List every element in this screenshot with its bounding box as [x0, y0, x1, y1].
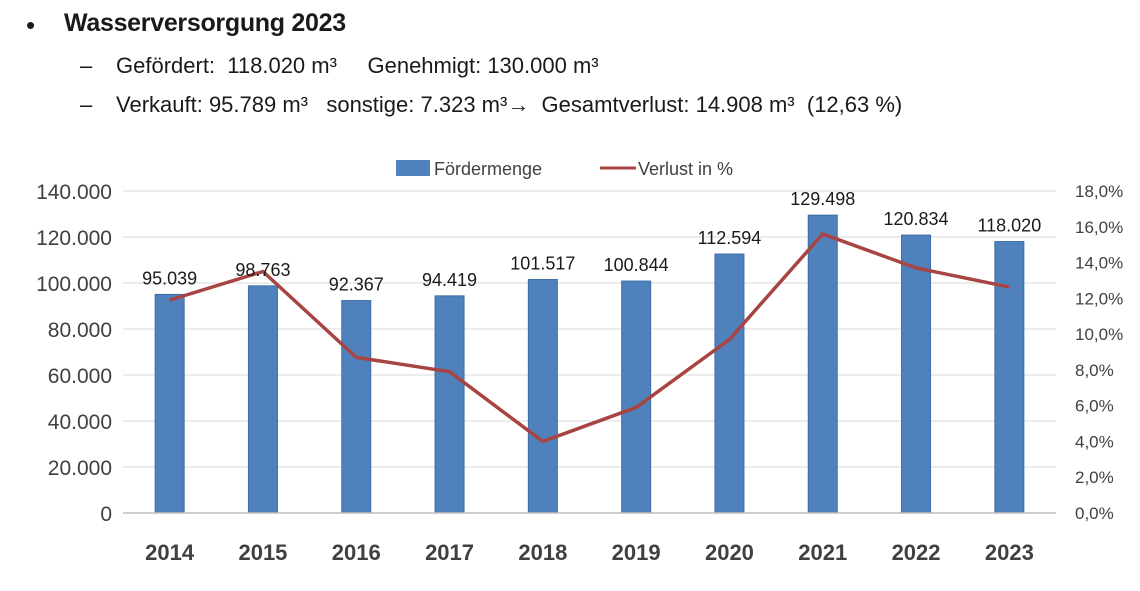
right-axis-tick-label: 8,0% — [1075, 361, 1114, 380]
bar-2022 — [901, 234, 932, 514]
bar-data-label: 94.419 — [422, 270, 477, 290]
category-label: 2017 — [425, 540, 474, 565]
left-axis-tick-label: 140.000 — [36, 181, 112, 204]
right-axis-tick-label: 0,0% — [1075, 504, 1114, 523]
left-axis-tick-label: 40.000 — [48, 411, 112, 434]
left-axis-tick-label: 60.000 — [48, 365, 112, 388]
bullet-point: • — [26, 10, 36, 40]
right-axis-tick-label: 14,0% — [1075, 254, 1123, 273]
category-labels: 2014 2015 2016 2017 2018 2019 2020 2021 2022 2023 — [145, 540, 1034, 565]
category-label: 2022 — [892, 540, 941, 565]
category-label: 2021 — [798, 540, 847, 565]
bar-data-label: 112.594 — [698, 228, 762, 248]
right-axis-tick-label: 4,0% — [1075, 432, 1114, 451]
bar-2016 — [341, 300, 372, 514]
sub-item-dash: – — [80, 53, 93, 78]
legend: Fördermenge Verlust in % — [396, 159, 733, 179]
bar-2018 — [527, 279, 558, 514]
right-axis-tick-label: 16,0% — [1075, 218, 1123, 237]
category-label: 2018 — [518, 540, 567, 565]
bar-data-label: 98.763 — [235, 260, 290, 280]
bar-2021 — [807, 214, 838, 514]
right-axis-tick-label: 12,0% — [1075, 289, 1123, 308]
bar-data-label: 95.039 — [142, 268, 197, 288]
bar-data-label: 100.844 — [604, 255, 669, 275]
loss-line — [169, 232, 1010, 444]
bar-data-label: 129.498 — [790, 189, 855, 209]
legend-label-verlust: Verlust in % — [638, 159, 733, 179]
left-axis-tick-label: 20.000 — [48, 457, 112, 480]
category-label: 2016 — [332, 540, 381, 565]
gridlines — [123, 190, 1056, 468]
sub-item-dash: – — [80, 92, 93, 117]
left-axis-tick-label: 100.000 — [36, 273, 112, 296]
loss-line-series — [169, 232, 1010, 444]
sub-item-sales-loss: Verkauft: 95.789 m³ sonstige: 7.323 m³→ … — [116, 92, 903, 117]
category-label: 2015 — [238, 540, 287, 565]
category-label: 2014 — [145, 540, 195, 565]
bar-2017 — [434, 295, 465, 514]
legend-label-foerdermenge: Fördermenge — [434, 159, 542, 179]
right-axis-tick-label: 6,0% — [1075, 397, 1114, 416]
bar-2019 — [621, 280, 652, 514]
bar-data-label: 101.517 — [510, 254, 575, 274]
left-axis-tick-label: 80.000 — [48, 319, 112, 342]
right-axis-tick-label: 10,0% — [1075, 325, 1123, 344]
legend-swatch-foerdermenge — [396, 160, 430, 176]
right-axis-tick-label: 2,0% — [1075, 468, 1114, 487]
bars — [154, 214, 1025, 514]
bar-2023 — [994, 241, 1025, 514]
bar-2014 — [154, 293, 185, 514]
bar-2015 — [247, 285, 278, 514]
right-axis-ticks: 0,0% 2,0% 4,0% 6,0% 8,0% 10,0% 12,0% 14,0% 16,0%… — [1075, 182, 1123, 523]
slide-heading: Wasserversorgung 2023 — [64, 9, 346, 37]
category-label: 2019 — [612, 540, 661, 565]
left-axis-ticks: 0 20.000 40.000 60.000 80.000 100.000 120.000 1… — [36, 181, 112, 526]
right-axis-tick-label: 18,0% — [1075, 182, 1123, 201]
left-axis-tick-label: 0 — [100, 503, 112, 526]
category-label: 2023 — [985, 540, 1034, 565]
sub-item-production: Gefördert: 118.020 m³ Genehmigt: 130.000… — [116, 53, 599, 78]
left-axis-tick-label: 120.000 — [36, 227, 112, 250]
bar-data-label: 92.367 — [329, 275, 384, 295]
category-label: 2020 — [705, 540, 754, 565]
bar-data-label: 120.834 — [884, 209, 949, 229]
bar-data-labels: 95.039 98.763 92.367 94.419 101.517 100.844 11… — [142, 189, 1041, 294]
bar-data-label: 118.020 — [977, 216, 1041, 236]
bar-2020 — [714, 253, 745, 514]
